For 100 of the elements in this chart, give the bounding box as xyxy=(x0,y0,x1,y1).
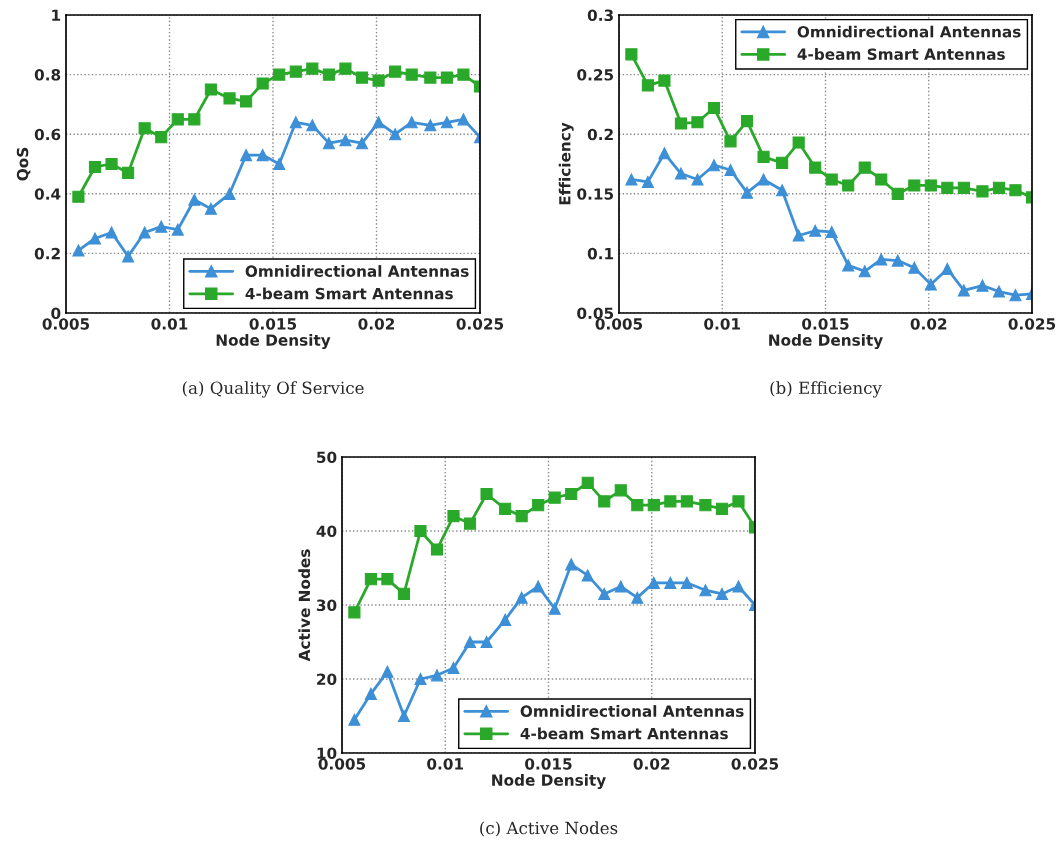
y-axis-title: Active Nodes xyxy=(298,549,311,662)
point xyxy=(641,79,654,92)
point xyxy=(691,116,704,129)
text: (c) Active Nodes xyxy=(480,821,618,837)
point xyxy=(256,148,269,162)
point xyxy=(598,495,611,508)
point xyxy=(339,134,352,147)
point xyxy=(858,265,871,278)
point xyxy=(72,244,85,257)
point xyxy=(757,150,770,163)
point xyxy=(625,173,638,186)
x-tick-label: 0.015 xyxy=(249,318,297,330)
point xyxy=(891,187,904,200)
point xyxy=(306,62,319,75)
point xyxy=(842,259,855,272)
x-tick-label: 0.015 xyxy=(802,318,849,330)
point xyxy=(306,119,319,132)
point xyxy=(171,223,184,236)
point xyxy=(875,173,888,186)
point xyxy=(565,558,578,571)
x-tick-label: 0.02 xyxy=(910,318,947,330)
point xyxy=(223,187,236,200)
point xyxy=(240,148,253,162)
point xyxy=(924,278,937,291)
point xyxy=(875,253,888,266)
point xyxy=(680,576,693,589)
point xyxy=(658,147,671,160)
y-tick-label: 0.2 xyxy=(587,128,613,141)
point xyxy=(447,510,460,523)
point xyxy=(381,573,394,586)
point xyxy=(88,160,102,174)
point xyxy=(614,580,627,593)
point xyxy=(122,166,135,180)
point xyxy=(631,591,644,604)
y-tick-label: 0.1 xyxy=(587,247,614,260)
point xyxy=(699,584,712,597)
y-tick-label: 0.6 xyxy=(34,128,61,141)
point xyxy=(1009,184,1022,197)
point xyxy=(240,95,253,108)
x-tick-label: 0.02 xyxy=(358,318,395,330)
point xyxy=(664,495,677,508)
point xyxy=(322,137,335,150)
point xyxy=(138,122,151,135)
point xyxy=(957,284,970,297)
point xyxy=(372,74,385,87)
y-axis-title: QoS xyxy=(16,147,31,181)
point xyxy=(339,62,352,75)
point xyxy=(348,606,361,619)
point xyxy=(842,179,855,192)
point xyxy=(532,499,545,512)
point xyxy=(204,83,217,96)
point xyxy=(372,116,385,129)
point xyxy=(381,665,394,678)
y-tick-label: 20 xyxy=(317,673,337,686)
point xyxy=(647,499,660,512)
point xyxy=(256,77,269,90)
point xyxy=(548,602,561,615)
point xyxy=(625,48,638,61)
point xyxy=(740,186,754,199)
legend-label: Omnidirectional Antennas xyxy=(797,25,1021,38)
x-axis-title: Node Density xyxy=(769,334,883,349)
point xyxy=(924,179,937,192)
x-tick-label: 0.005 xyxy=(42,318,90,330)
y-tick-label: 0.4 xyxy=(34,188,61,200)
point xyxy=(976,185,989,198)
point xyxy=(72,190,85,203)
point xyxy=(364,573,377,586)
point xyxy=(664,576,677,589)
point xyxy=(825,225,838,239)
point xyxy=(424,119,437,132)
y-tick-label: 0.15 xyxy=(577,188,614,200)
y-tick-label: 0.3 xyxy=(587,9,613,22)
point xyxy=(674,167,688,180)
x-tick-label: 0.005 xyxy=(595,318,643,330)
point xyxy=(941,262,954,275)
y-tick-label: 10 xyxy=(317,747,337,760)
point xyxy=(1009,289,1022,302)
point xyxy=(740,115,754,128)
point xyxy=(414,524,427,538)
y-tick-label: 0.25 xyxy=(577,69,614,81)
point xyxy=(88,232,102,245)
point xyxy=(430,669,444,682)
y-tick-label: 0.8 xyxy=(34,69,61,81)
point xyxy=(155,220,168,233)
point xyxy=(908,179,921,192)
y-tick-label: 0.2 xyxy=(34,247,60,260)
point xyxy=(289,65,302,78)
point xyxy=(715,587,729,600)
point xyxy=(515,591,528,604)
point xyxy=(792,136,805,149)
point xyxy=(992,285,1006,298)
point xyxy=(122,250,135,263)
point xyxy=(188,113,201,126)
point xyxy=(463,635,477,649)
point xyxy=(674,117,688,130)
point xyxy=(715,502,729,515)
point xyxy=(457,113,470,126)
point xyxy=(809,224,822,237)
point xyxy=(757,173,770,186)
point xyxy=(699,499,712,512)
